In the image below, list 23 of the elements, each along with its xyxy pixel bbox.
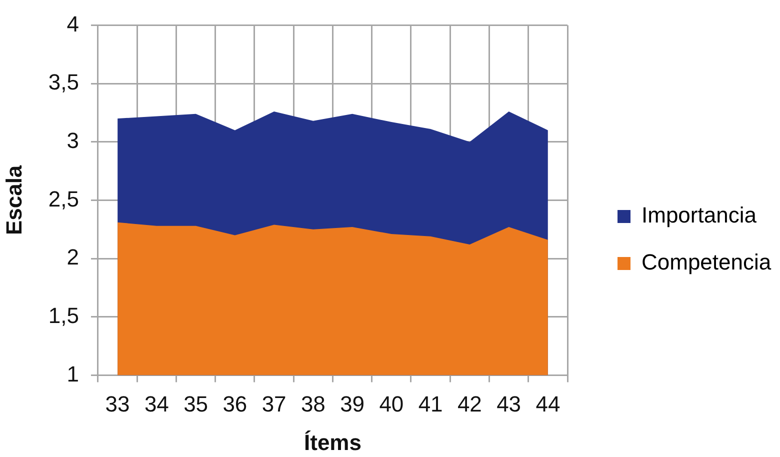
x-tick-label: 36 — [222, 391, 248, 416]
x-tick-label: 37 — [262, 391, 286, 416]
y-tick-label: 1 — [66, 361, 79, 386]
x-tick-label: 38 — [300, 391, 326, 416]
x-tick-label: 41 — [418, 391, 443, 416]
x-tick-label: 42 — [457, 391, 482, 416]
x-tick-label: 40 — [379, 391, 404, 416]
y-axis-title: Escala — [1, 164, 26, 236]
x-tick-label: 34 — [144, 391, 169, 416]
y-tick-label: 3 — [66, 128, 79, 153]
x-tick-label: 44 — [536, 391, 560, 416]
y-tick-label: 4 — [66, 11, 79, 36]
y-tick-label: 1,5 — [48, 302, 79, 328]
y-tick-label: 2 — [66, 244, 79, 270]
x-tick-label: 33 — [105, 391, 130, 416]
legend-label: Importancia — [642, 202, 758, 228]
x-axis-title: Ítems — [304, 430, 362, 455]
x-tick-label: 43 — [496, 391, 522, 416]
legend-label: Competencia — [642, 250, 772, 275]
x-tick-label: 39 — [340, 391, 365, 416]
y-tick-label: 3,5 — [48, 70, 79, 95]
y-tick-label: 2,5 — [48, 186, 79, 212]
x-tick-label: 35 — [184, 391, 208, 416]
